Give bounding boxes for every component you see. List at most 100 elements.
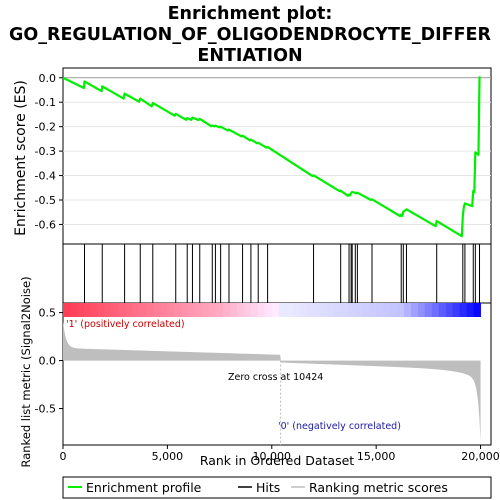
color-bar-segment [376,303,384,317]
x-tick-label: 5,000 [152,450,184,463]
chart-title-line-1: Enrichment plot: [168,4,333,24]
color-bar-segment [341,303,349,317]
color-bar-segment [181,303,189,317]
color-bar-segment [69,303,78,317]
color-bar-segment [313,303,321,317]
color-bar-segment [292,303,301,317]
color-bar-segment [153,303,161,317]
color-bar-segment [452,303,461,317]
color-bar-segment [132,303,140,317]
color-bar-segment [334,303,342,317]
color-bar-segment [188,303,196,317]
color-bar-segment [76,303,85,317]
metric-tick-label: 0.0 [39,355,57,368]
x-tick-label: 15,000 [357,450,396,463]
metric-area-group [63,321,481,445]
color-bar-segment [306,303,314,317]
color-bar-segment [355,303,363,317]
color-bar-segment [404,303,412,317]
x-tick-label: 0 [60,450,67,463]
es-gridlines [63,77,491,225]
es-y-axis-label: Enrichment score (ES) [13,80,29,236]
color-bar-segment [90,303,99,317]
color-bar-segment [243,303,252,317]
chart-title-line-3: ENTIATION [197,46,302,66]
color-bar-segment [202,303,210,317]
color-bar-segment [348,303,356,317]
color-bar-segment [271,303,280,317]
color-bar-segment [410,303,419,317]
color-bar-segment [390,303,398,317]
hits-group [84,244,481,303]
color-bar-segment [125,303,133,317]
negative-correlation-label: '0' (negatively correlated) [278,421,401,432]
color-bar-segment [160,303,168,317]
color-bar-segment [362,303,370,317]
es-tick-label: -0.1 [35,96,56,109]
metric-y-axis-label: Ranked list metric (Signal2Noise) [19,276,33,467]
metric-area [63,321,481,443]
color-bar-segment [431,303,440,317]
color-bar-segment [278,303,287,317]
color-bar-segment [473,303,481,317]
x-tick-label: 10,000 [253,450,292,463]
rank-color-bar [63,303,481,317]
color-bar-segment [139,303,147,317]
metric-y-ticks: 0.5 0.0 -0.5 [35,307,63,416]
es-line-group [62,76,481,238]
zero-cross-label: Zero cross at 10424 [228,372,323,383]
color-bar-segment [438,303,447,317]
color-bar-segment [445,303,454,317]
color-bar-segment [299,303,307,317]
chart-title-line-2: GO_REGULATION_OF_OLIGODENDROCYTE_DIFFER [9,25,491,45]
color-bar-segment [97,303,106,317]
color-bar-segment [209,303,217,317]
es-tick-label: -0.4 [35,170,56,183]
color-bar-segment [327,303,335,317]
color-bar-segment [167,303,175,317]
es-tick-label: -0.2 [35,121,56,134]
hits-panel-frame [62,243,492,304]
color-bar-segment [459,303,468,317]
x-axis-label: Rank in Ordered Dataset [200,453,354,468]
metric-tick-label: 0.5 [39,307,57,320]
color-bar-segment [118,303,127,317]
color-bar-segment [195,303,203,317]
color-bar-segment [264,303,273,317]
color-bar-segment [83,303,92,317]
color-bar-segment [397,303,405,317]
color-bar-segment [250,303,259,317]
color-bar-segment [369,303,377,317]
color-bar-segment [223,303,231,317]
color-bar-segment [230,303,238,317]
color-bar-segment [383,303,391,317]
metric-tick-label: -0.5 [35,403,56,416]
color-bar-segment [174,303,182,317]
color-bar-segment [424,303,433,317]
color-bar-segment [216,303,224,317]
legend-box [62,476,492,499]
x-axis-ticks: 0 5,000 10,000 15,000 20,000 [60,445,500,463]
es-tick-label: -0.5 [35,194,56,207]
color-bar-segment [320,303,328,317]
es-tick-label: -0.3 [35,145,56,158]
x-tick-label: 20,000 [461,450,500,463]
positive-correlation-label: '1' (positively correlated) [66,319,185,330]
color-bar-segment [285,303,294,317]
es-tick-label: -0.6 [35,218,56,231]
legend-metric-label: Ranking metric scores [309,480,448,495]
color-bar-segment [146,303,154,317]
es-y-ticks: 0.0 -0.1 -0.2 -0.3 -0.4 -0.5 -0.6 [35,72,63,231]
color-bar-segment [104,303,113,317]
color-bar-segment [257,303,266,317]
color-bar-segment [417,303,426,317]
es-tick-label: 0.0 [39,72,57,85]
legend-es-label: Enrichment profile [86,480,202,495]
color-bar-segment [111,303,120,317]
legend-hits-label: Hits [256,480,280,495]
es-line [62,76,481,238]
color-bar-segment [466,303,475,317]
color-bar-segment [63,303,71,317]
color-bar-segment [236,303,245,317]
